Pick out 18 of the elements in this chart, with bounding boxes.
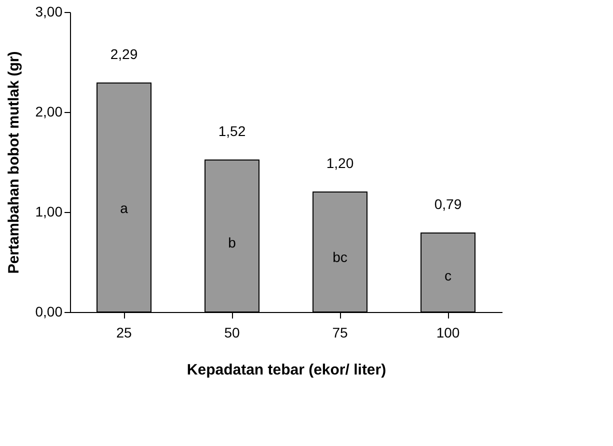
y-tick-label: 0,00 bbox=[35, 304, 63, 320]
annotation: b bbox=[228, 234, 236, 251]
annotation: c bbox=[444, 267, 452, 284]
x-tick-label: 25 bbox=[116, 324, 132, 340]
y-tick-label: 1,00 bbox=[35, 204, 63, 220]
y-tick-label: 3,00 bbox=[35, 4, 63, 20]
x-tick-label: 100 bbox=[436, 324, 460, 340]
y-axis-title: Pertambahan bobot mutlak (gr) bbox=[5, 51, 22, 274]
x-tick-label: 75 bbox=[332, 324, 348, 340]
x-axis-title: Kepadatan tebar (ekor/ liter) bbox=[186, 362, 386, 378]
annotation: a bbox=[120, 200, 128, 216]
y-tick-label: 2,00 bbox=[35, 104, 63, 120]
data-label: 0,79 bbox=[434, 196, 462, 212]
data-label: 1,52 bbox=[218, 123, 246, 139]
x-tick-label: 50 bbox=[224, 324, 240, 340]
annotation: bc bbox=[332, 249, 348, 265]
data-label: 1,20 bbox=[326, 155, 354, 171]
data-label: 2,29 bbox=[110, 46, 138, 62]
